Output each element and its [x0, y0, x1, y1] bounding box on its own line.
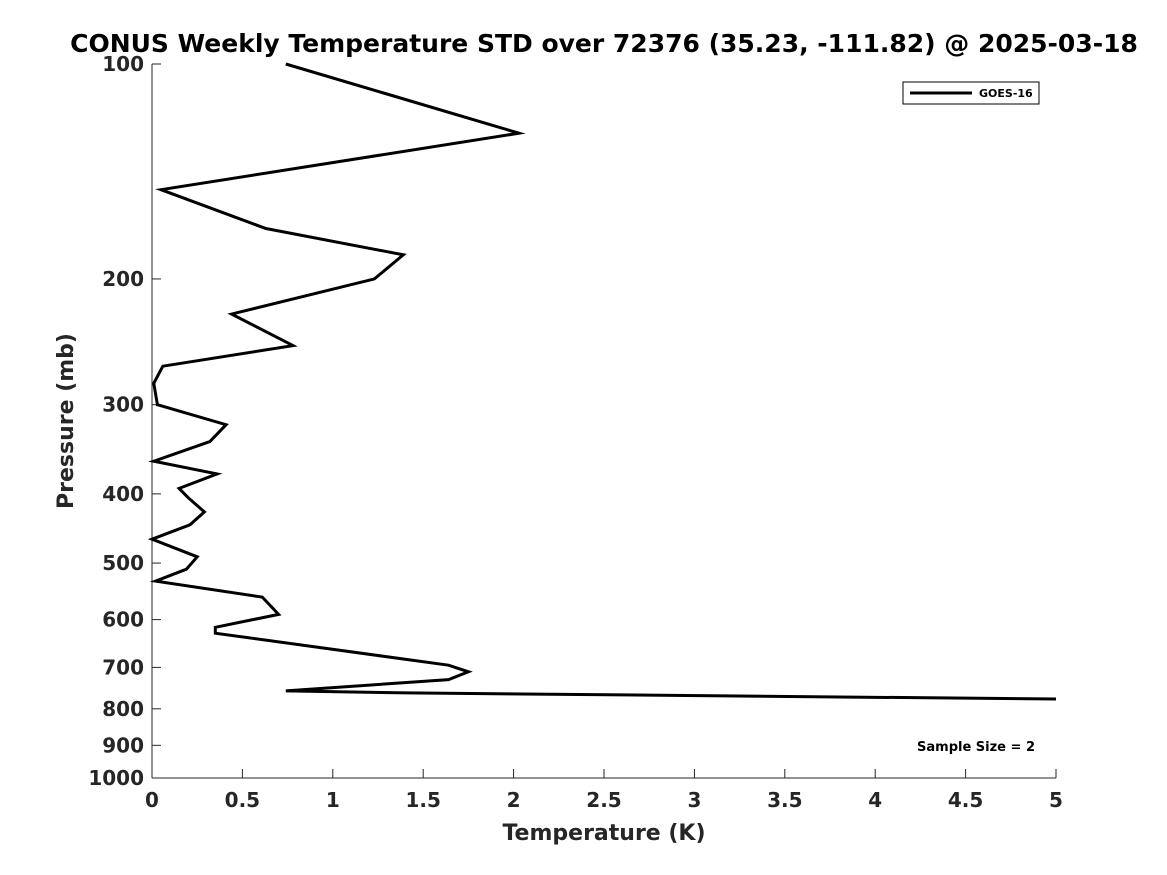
- x-tick-label: 1: [326, 788, 340, 812]
- x-tick-label: 4: [868, 788, 882, 812]
- y-tick-label: 600: [102, 608, 144, 632]
- y-tick-label: 800: [102, 697, 144, 721]
- x-tick-label: 2.5: [586, 788, 621, 812]
- x-tick-label: 2: [507, 788, 521, 812]
- x-tick-label: 0.5: [225, 788, 260, 812]
- y-tick-label: 100: [102, 52, 144, 76]
- y-axis-label: Pressure (mb): [54, 333, 79, 509]
- y-tick-label: 900: [102, 733, 144, 757]
- chart-title: CONUS Weekly Temperature STD over 72376 …: [70, 29, 1138, 58]
- x-tick-label: 3: [687, 788, 701, 812]
- x-tick-label: 4.5: [948, 788, 983, 812]
- x-tick-label: 3.5: [767, 788, 802, 812]
- series-layer: [147, 62, 1057, 701]
- series-line-goes-16: [147, 62, 1057, 701]
- legend-entry-goes-16: GOES-16: [979, 87, 1033, 100]
- x-tick-label: 5: [1049, 788, 1063, 812]
- y-tick-label: 400: [102, 482, 144, 506]
- sample-size-annotation: Sample Size = 2: [917, 740, 1035, 755]
- y-tick-label: 500: [102, 551, 144, 575]
- y-tick-label: 1000: [88, 766, 144, 790]
- x-tick-label: 0: [145, 788, 159, 812]
- x-axis-label: Temperature (K): [502, 821, 705, 846]
- y-tick-label: 300: [102, 393, 144, 417]
- y-tick-label: 700: [102, 655, 144, 679]
- x-tick-label: 1.5: [405, 788, 440, 812]
- y-tick-label: 200: [102, 267, 144, 291]
- legend: GOES-16: [902, 81, 1040, 105]
- plot-axes: 0 0.5 1 1.5 2 2.5 3 3.5 4 4.5 5 100 200 300 400 500 600 7…: [88, 52, 1063, 812]
